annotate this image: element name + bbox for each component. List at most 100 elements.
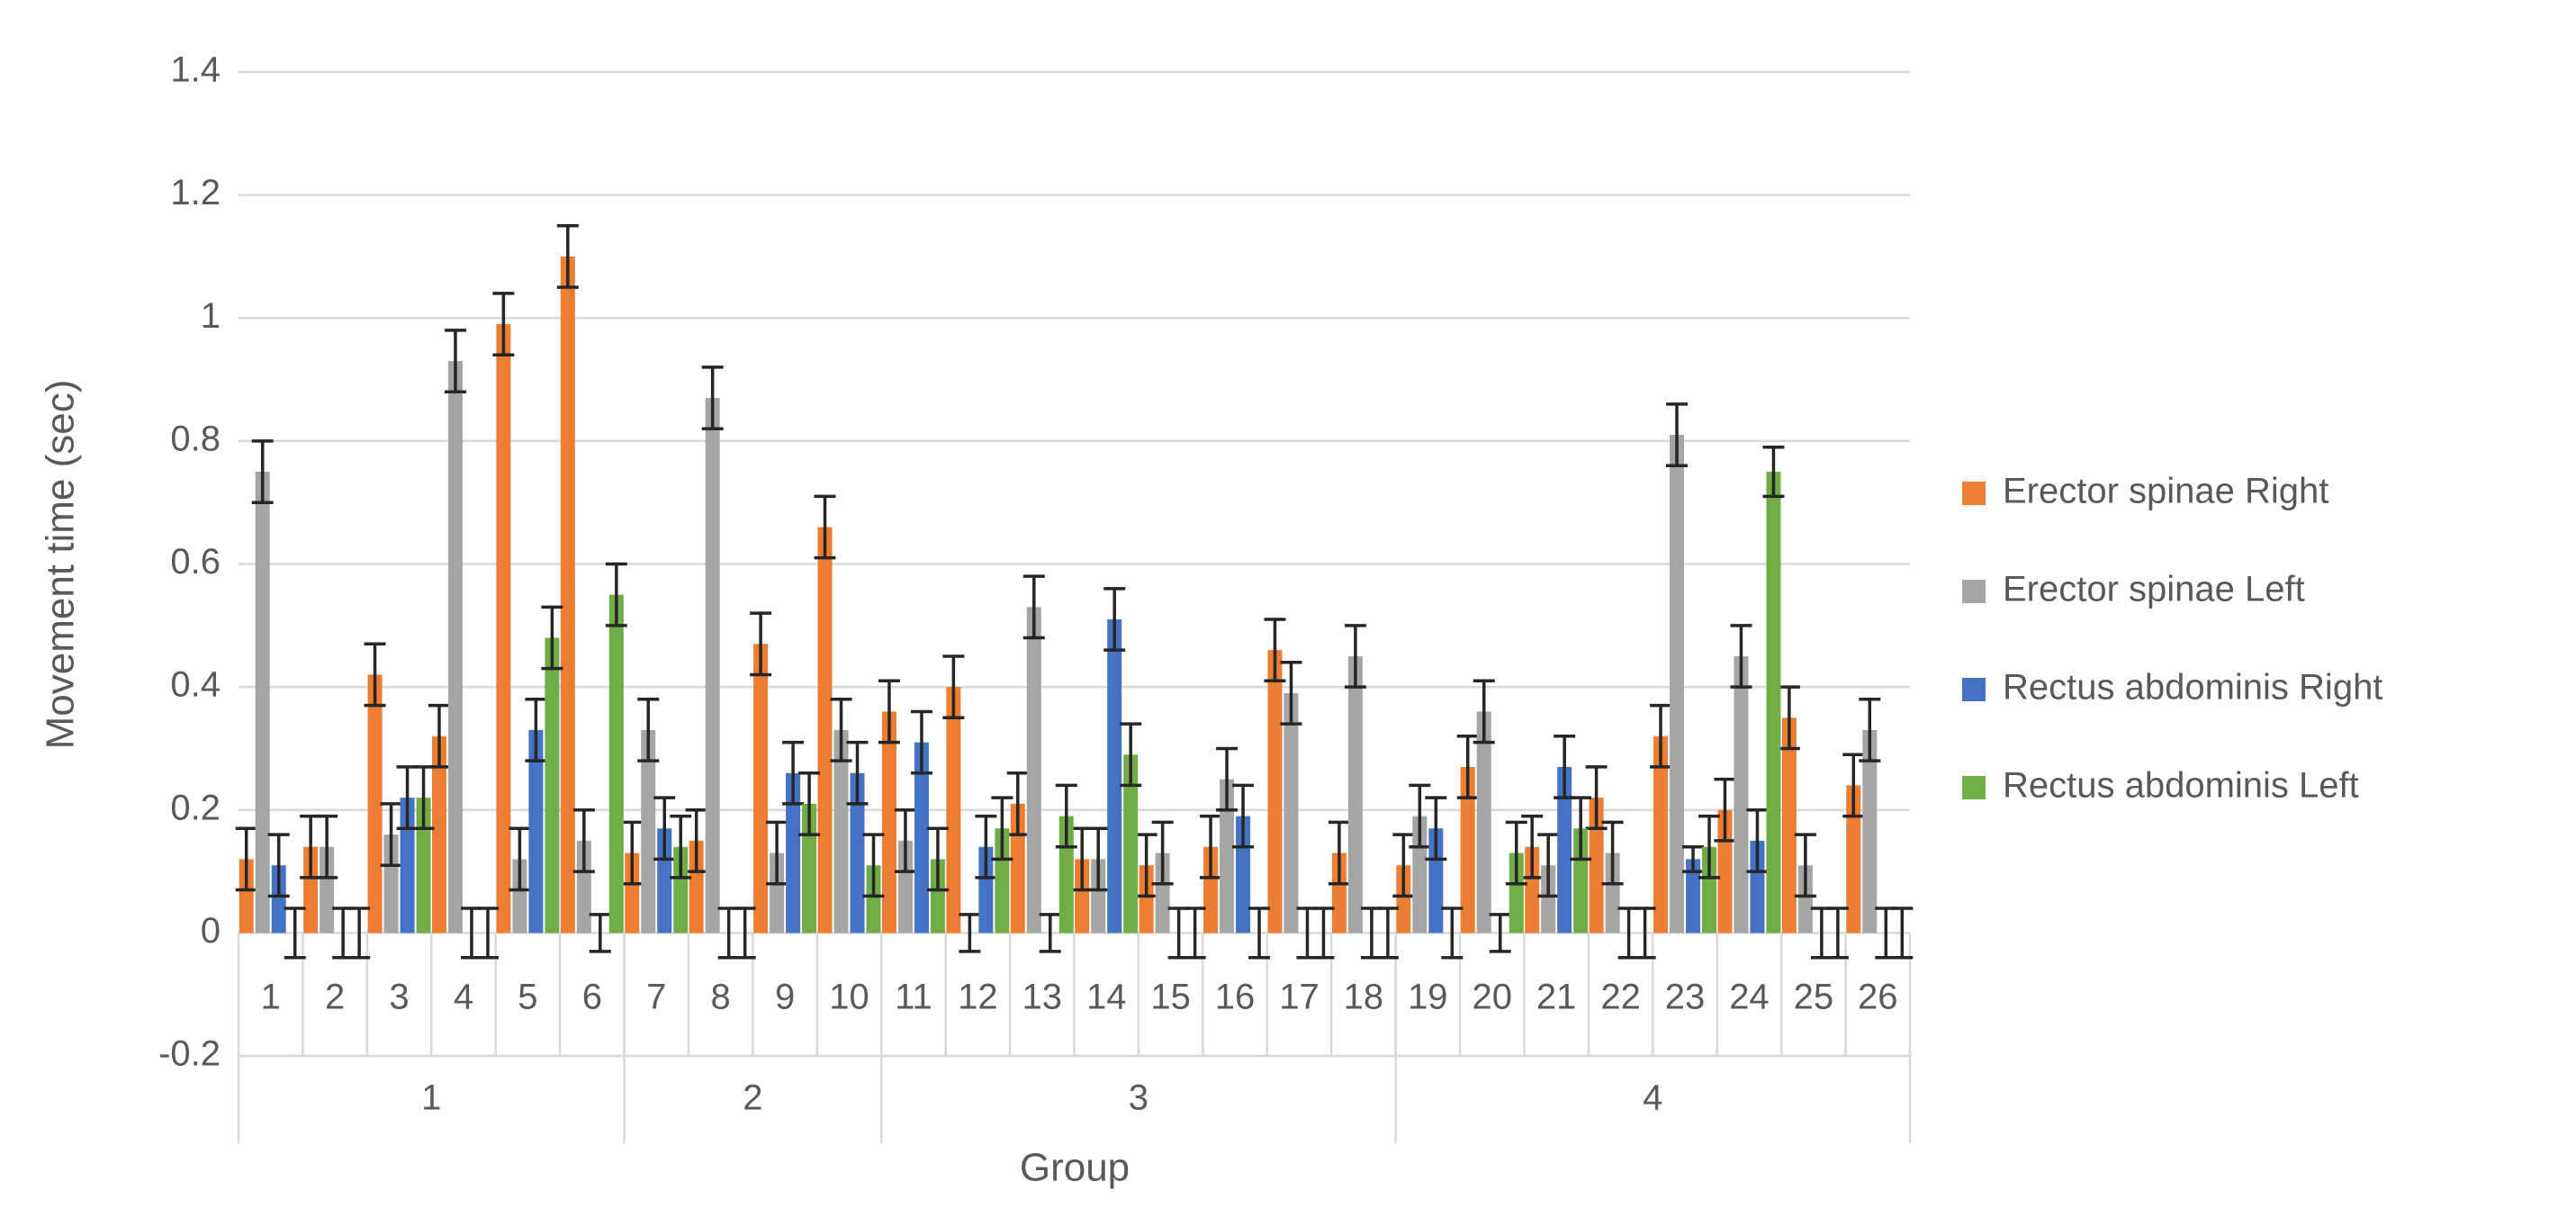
group-label: 3 xyxy=(1129,1078,1148,1118)
error-bar xyxy=(1039,913,1061,953)
bar xyxy=(512,859,527,934)
error-bar xyxy=(444,329,466,393)
error-bar xyxy=(1570,796,1592,862)
group-label: 4 xyxy=(1643,1078,1662,1118)
error-bar xyxy=(1312,907,1335,960)
bar xyxy=(625,853,640,934)
error-bar xyxy=(1344,624,1366,689)
error-bar xyxy=(300,814,322,880)
error-bar xyxy=(926,826,949,892)
error-bar xyxy=(1376,907,1399,960)
error-bar xyxy=(1489,913,1511,953)
bar xyxy=(1557,766,1572,934)
x-tick-label: 11 xyxy=(895,978,932,1017)
x-tick-label: 14 xyxy=(1086,978,1127,1017)
error-bar xyxy=(492,292,515,356)
x-tick-label: 16 xyxy=(1215,978,1256,1017)
error-bar xyxy=(830,698,852,762)
x-tick-label: 25 xyxy=(1794,978,1834,1017)
error-bar xyxy=(396,765,419,830)
error-bar xyxy=(251,439,274,504)
bar xyxy=(1139,865,1154,934)
error-bar xyxy=(1248,907,1271,960)
bar xyxy=(673,846,689,934)
bar xyxy=(1107,618,1122,934)
x-tick-label: 5 xyxy=(518,978,537,1017)
bar xyxy=(1091,859,1106,934)
error-bar xyxy=(412,765,435,830)
bar xyxy=(1460,766,1475,934)
error-bar xyxy=(1135,833,1157,898)
bar xyxy=(897,840,913,934)
legend-label: Erector spinae Left xyxy=(2003,570,2305,609)
x-tick-label: 12 xyxy=(958,978,998,1017)
bar xyxy=(1766,472,1781,934)
bar xyxy=(1846,785,1861,934)
bar xyxy=(833,729,849,934)
bar xyxy=(881,711,896,934)
bar xyxy=(753,644,769,934)
error-bar xyxy=(959,913,981,953)
bar xyxy=(576,840,591,934)
error-bar xyxy=(1505,820,1527,886)
error-bar xyxy=(894,808,916,873)
bar xyxy=(1862,729,1878,934)
error-bar xyxy=(1328,820,1350,886)
x-tick-label: 17 xyxy=(1279,978,1320,1017)
bar xyxy=(817,527,833,934)
bar xyxy=(271,865,286,934)
error-bar xyxy=(556,224,579,289)
bar xyxy=(1428,828,1444,934)
error-bar xyxy=(1714,777,1736,843)
bar xyxy=(608,594,624,934)
legend-swatch xyxy=(1962,580,1986,603)
error-bar xyxy=(846,740,869,806)
group-label: 2 xyxy=(743,1078,762,1118)
error-bar xyxy=(284,907,306,960)
bar xyxy=(383,835,399,934)
error-bar xyxy=(1650,703,1672,769)
x-tick-label: 9 xyxy=(775,978,795,1017)
error-bar xyxy=(1120,722,1142,788)
y-tick-label: 0.8 xyxy=(170,419,221,458)
bar xyxy=(930,859,945,934)
x-tick-label: 18 xyxy=(1344,978,1384,1017)
bar xyxy=(528,729,544,934)
error-bar xyxy=(1473,679,1495,744)
bar xyxy=(1781,717,1797,934)
y-tick-label: 1.4 xyxy=(170,50,221,90)
error-bar xyxy=(670,814,692,880)
error-bar xyxy=(1585,765,1608,830)
y-tick-label: 0.4 xyxy=(170,665,221,705)
bar xyxy=(1155,853,1170,934)
y-tick-label: 0 xyxy=(201,911,221,951)
bar xyxy=(1541,865,1556,934)
error-bar xyxy=(316,814,338,880)
error-bar xyxy=(1456,735,1479,799)
error-bar xyxy=(364,642,386,708)
bar xyxy=(367,674,383,934)
error-bar xyxy=(1184,907,1206,960)
error-bar xyxy=(1826,907,1849,960)
bar xyxy=(978,846,994,934)
bar xyxy=(1686,859,1701,934)
bar xyxy=(1283,692,1299,934)
y-tick-label: 0.2 xyxy=(170,788,221,827)
y-tick-label: 1.2 xyxy=(170,173,221,212)
error-bar xyxy=(525,698,547,762)
legend-swatch xyxy=(1962,776,1986,799)
error-bar xyxy=(1891,907,1914,960)
error-bar xyxy=(1216,746,1238,812)
legend-swatch xyxy=(1962,678,1986,701)
bar xyxy=(689,840,704,934)
bar xyxy=(320,846,335,934)
error-bar xyxy=(1071,826,1094,892)
x-tick-label: 15 xyxy=(1150,978,1191,1017)
error-bar xyxy=(1634,907,1656,960)
legend-label: Erector spinae Right xyxy=(2003,472,2328,511)
bar xyxy=(1750,840,1765,934)
error-bar xyxy=(541,605,563,671)
y-axis-title: Movement time (sec) xyxy=(39,380,83,750)
legend-swatch xyxy=(1962,482,1986,505)
bar xyxy=(1653,735,1669,934)
